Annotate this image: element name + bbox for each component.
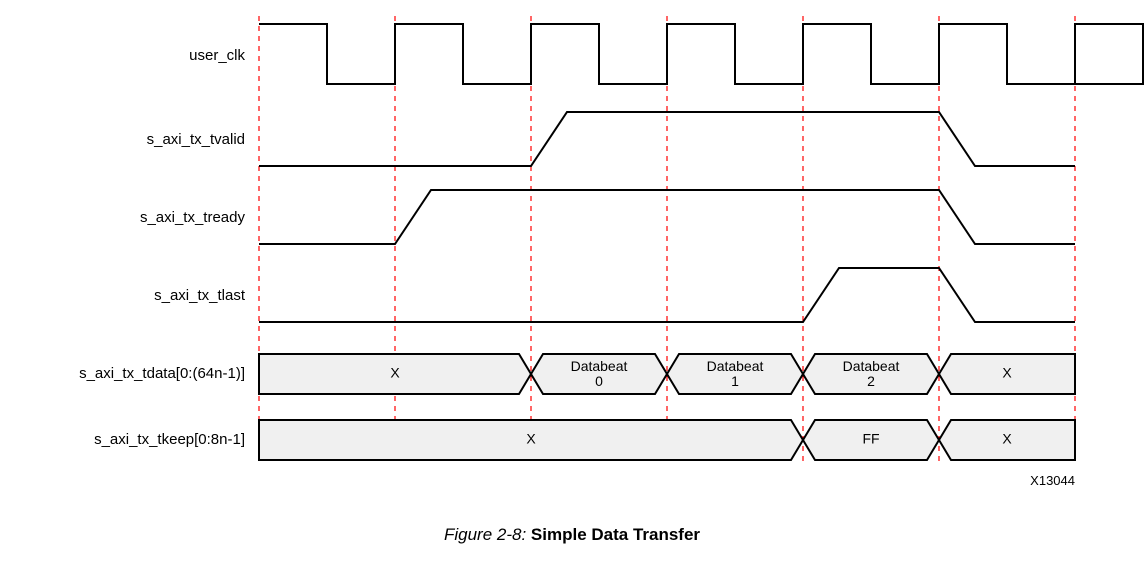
clock-waveform	[259, 24, 1143, 84]
timing-diagram: user_clk s_axi_tx_tvalid s_axi_tx_tready s_…	[0, 0, 1144, 563]
clock-label: user_clk	[189, 47, 245, 64]
signal-label: s_axi_tx_tready	[140, 209, 246, 226]
signal-label: s_axi_tx_tvalid	[147, 131, 245, 148]
bus-cell-text: X	[526, 431, 536, 447]
figure-refnum: X13044	[1030, 473, 1075, 488]
bus-cell-text: X	[1002, 431, 1012, 447]
bus-cell-text: X	[390, 365, 400, 381]
bus-cell-text: X	[1002, 365, 1012, 381]
figure-caption: Figure 2-8: Simple Data Transfer	[444, 525, 700, 544]
bus-label: s_axi_tx_tkeep[0:8n-1]	[94, 431, 245, 448]
bus-label: s_axi_tx_tdata[0:(64n-1)]	[79, 365, 245, 382]
bus-cell-text: FF	[862, 431, 879, 447]
signal-label: s_axi_tx_tlast	[154, 287, 246, 304]
